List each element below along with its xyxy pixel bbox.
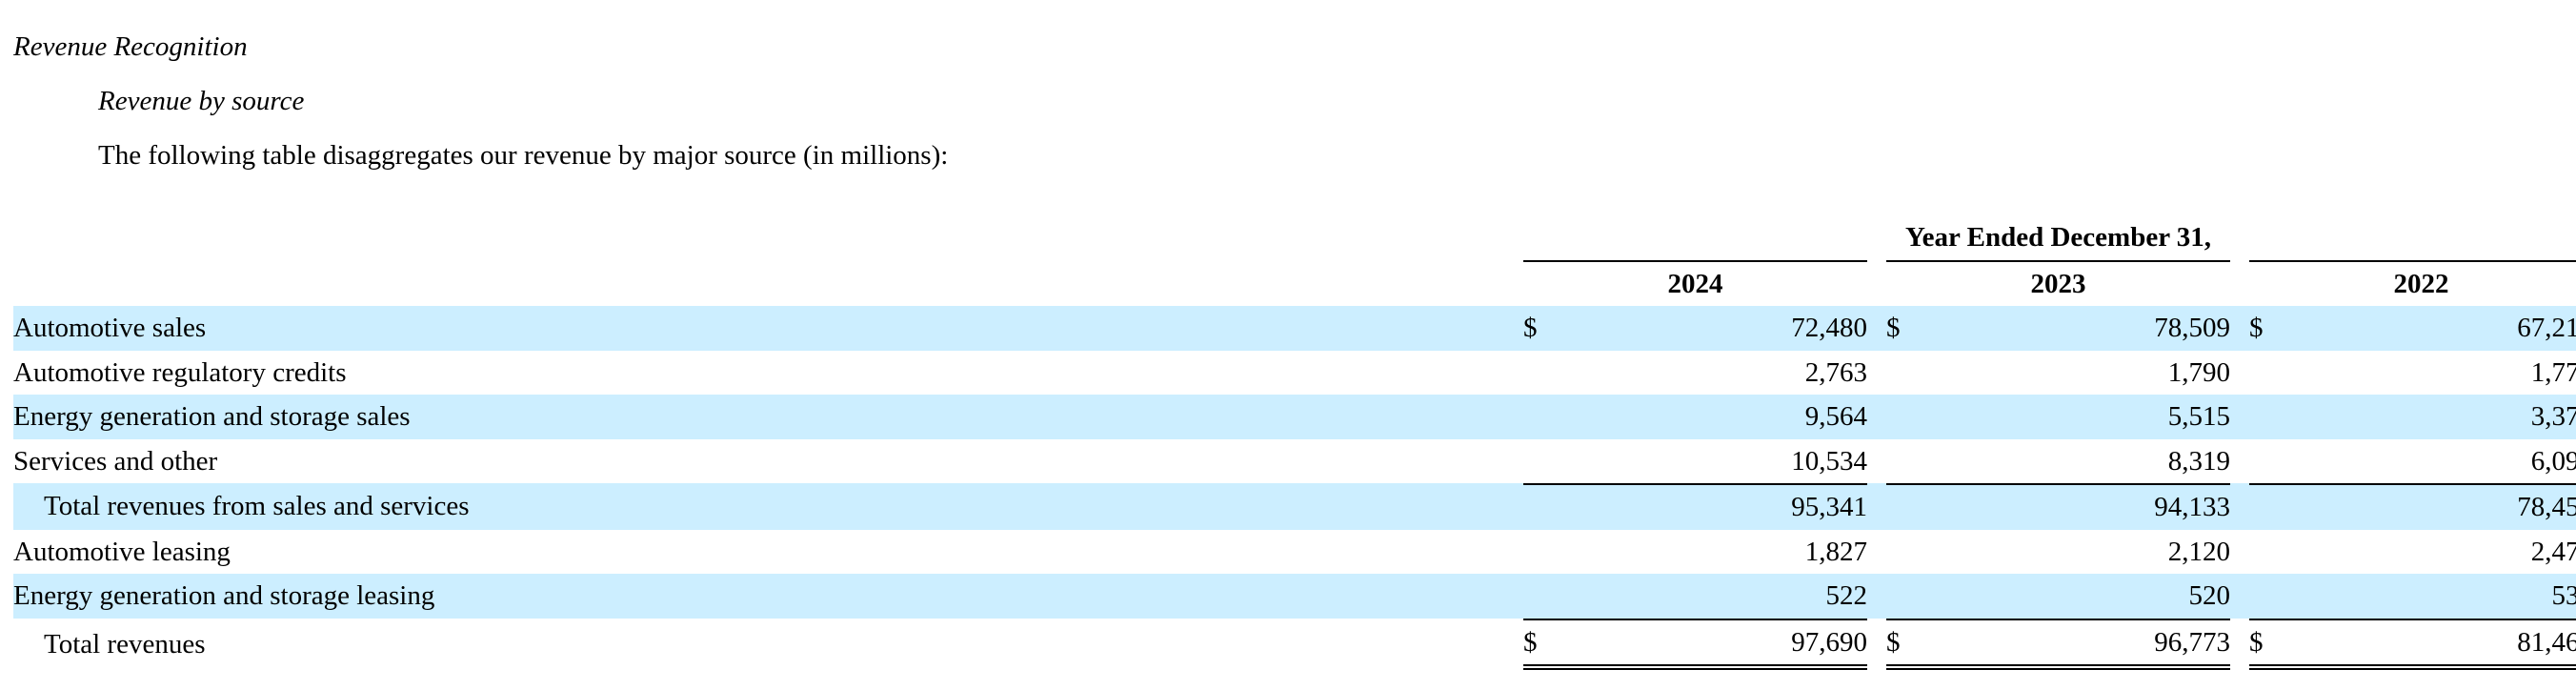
table-row: Services and other 10,534 8,319 6,091 — [13, 439, 2576, 484]
total-row: Total revenues $ 97,690 $ 96,773 $ 81,46… — [13, 618, 2576, 670]
year-header-2024: 2024 — [1523, 259, 1867, 307]
value-2022: 67,210 — [2287, 306, 2576, 351]
value-2024: 10,534 — [1791, 445, 1867, 477]
value-2022: 2,476 — [2530, 536, 2576, 567]
empty-header-cell — [13, 260, 1523, 307]
currency-symbol: $ — [1523, 306, 1561, 351]
subtotal-row: Total revenues from sales and services 9… — [13, 483, 2576, 530]
row-label: Energy generation and storage sales — [13, 395, 1523, 439]
table-row: Automotive regulatory credits 2,763 1,79… — [13, 351, 2576, 396]
table-row: Automotive sales $ 72,480 $ 78,509 $ 67,… — [13, 306, 2576, 351]
value-2024: 97,690 — [1561, 618, 1867, 670]
value-2024: 2,763 — [1804, 356, 1867, 388]
value-2023: 94,133 — [1924, 483, 2230, 530]
subsection-title: Revenue by source — [98, 86, 305, 116]
row-label: Automotive leasing — [13, 536, 231, 567]
column-gap — [1867, 260, 1886, 307]
row-label: Automotive regulatory credits — [13, 356, 347, 388]
value-2023: 96,773 — [1924, 618, 2230, 670]
intro-text: The following table disaggregates our re… — [98, 140, 949, 171]
value-2022: 6,091 — [2530, 445, 2576, 477]
section-title: Revenue Recognition — [13, 31, 248, 62]
value-2023: 78,509 — [1924, 306, 2230, 351]
value-2024: 522 — [1561, 574, 1867, 619]
value-2022: 78,453 — [2287, 483, 2576, 530]
value-2022: 1,776 — [2530, 356, 2576, 388]
table-row: Energy generation and storage sales 9,56… — [13, 395, 2576, 439]
value-2024: 72,480 — [1561, 306, 1867, 351]
value-2022: 533 — [2287, 574, 2576, 619]
row-label: Automotive sales — [13, 306, 1523, 351]
row-label: Services and other — [13, 445, 218, 477]
currency-symbol: $ — [1523, 618, 1561, 670]
value-2023: 520 — [1924, 574, 2230, 619]
value-2024: 9,564 — [1561, 395, 1867, 439]
currency-symbol: $ — [1886, 618, 1924, 670]
table-row: Energy generation and storage leasing 52… — [13, 574, 2576, 619]
year-header-2022: 2022 — [2249, 259, 2576, 307]
value-2024: 1,827 — [1804, 536, 1867, 567]
value-2022: 81,462 — [2287, 618, 2576, 670]
row-label: Energy generation and storage leasing — [13, 574, 1523, 619]
table-year-header-row: 2024 2023 2022 — [13, 259, 2576, 307]
row-label: Total revenues — [44, 628, 206, 660]
column-gap — [1867, 306, 1886, 351]
revenue-table-container: Year Ended December 31, 2024 2023 2022 A… — [13, 215, 2576, 670]
value-2023: 8,319 — [2167, 445, 2230, 477]
year-header-2023: 2023 — [1886, 259, 2230, 307]
table-row: Automotive leasing 1,827 2,120 2,476 — [13, 530, 2576, 575]
value-2024: 95,341 — [1561, 483, 1867, 530]
currency-symbol: $ — [2249, 306, 2287, 351]
row-label: Total revenues from sales and services — [13, 483, 1523, 530]
year-ended-header: Year Ended December 31, — [1904, 222, 2212, 254]
value-2022: 3,376 — [2287, 395, 2576, 439]
value-2023: 1,790 — [2167, 356, 2230, 388]
revenue-by-source-table: Year Ended December 31, 2024 2023 2022 A… — [13, 215, 2576, 670]
table-group-header-row: Year Ended December 31, — [13, 215, 2576, 260]
currency-symbol: $ — [1886, 306, 1924, 351]
column-gap — [2230, 260, 2249, 307]
empty-header-cell — [13, 215, 1523, 260]
column-gap — [2230, 306, 2249, 351]
currency-symbol: $ — [2249, 618, 2287, 670]
value-2023: 5,515 — [1924, 395, 2230, 439]
value-2023: 2,120 — [2167, 536, 2230, 567]
